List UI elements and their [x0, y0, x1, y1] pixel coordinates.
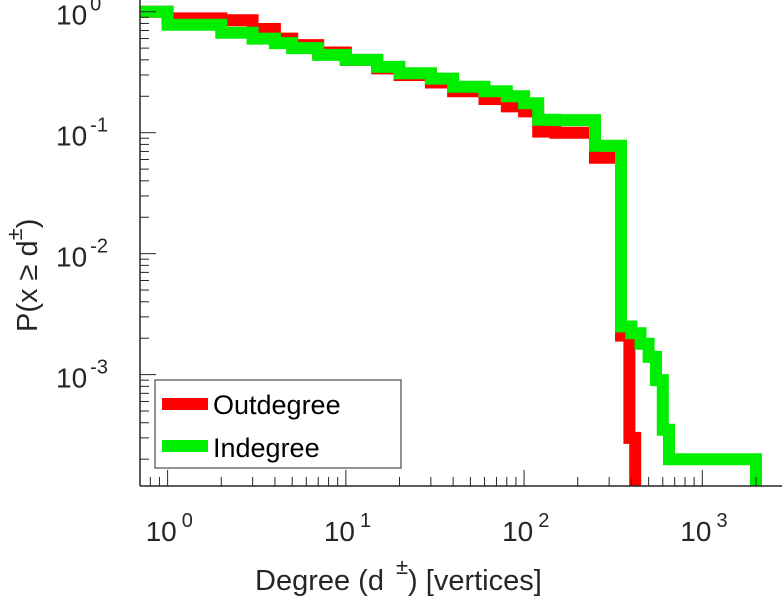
x-tick-exponent: 3	[716, 510, 727, 532]
y-axis-label-prefix: P(x ≥ d	[12, 240, 44, 332]
y-tick-label: 10 0	[56, 0, 101, 31]
series-layer	[140, 5, 762, 486]
y-tick-label: 10 -2	[56, 236, 108, 273]
legend-label-indegree: Indegree	[213, 433, 320, 463]
x-tick-exponent: 0	[182, 510, 193, 532]
x-tick-base: 10	[146, 516, 177, 547]
y-tick-label: 10 -1	[56, 115, 108, 152]
y-axis-label-suffix: )	[12, 219, 44, 229]
y-tick-exponent: -2	[90, 236, 108, 258]
y-tick-exponent: -3	[90, 357, 108, 379]
y-axis-label-sup: ±	[2, 228, 27, 240]
x-axis-label-prefix: Degree (d	[255, 565, 384, 597]
legend-label-outdegree: Outdegree	[213, 390, 341, 420]
x-axis-label-sup: ±	[396, 554, 408, 579]
y-tick-base: 10	[56, 121, 87, 152]
y-tick-exponent: 0	[90, 0, 101, 16]
x-tick-labels: 10 0 10 1 10 2 10 3	[146, 510, 728, 547]
x-tick-base: 10	[502, 516, 533, 547]
legend: Outdegree Indegree	[154, 379, 402, 469]
x-tick-exponent: 2	[538, 510, 549, 532]
x-tick-label: 10 1	[324, 510, 371, 547]
x-tick-base: 10	[680, 516, 711, 547]
x-tick-label: 10 2	[502, 510, 549, 547]
y-tick-base: 10	[56, 0, 87, 31]
x-axis-label: Degree (d ±) [vertices]	[255, 554, 542, 597]
y-tick-base: 10	[56, 242, 87, 273]
x-tick-label: 10 3	[680, 510, 727, 547]
series-line-indegree	[140, 5, 762, 486]
x-axis-label-suffix: ) [vertices]	[408, 565, 542, 597]
legend-box	[154, 379, 402, 469]
y-tick-base: 10	[56, 363, 87, 394]
y-tick-label: 10 -3	[56, 357, 108, 394]
x-tick-exponent: 1	[360, 510, 371, 532]
y-axis-label: P(x ≥ d±)	[2, 219, 44, 332]
y-tick-exponent: -1	[90, 115, 108, 137]
x-tick-base: 10	[324, 516, 355, 547]
x-tick-label: 10 0	[146, 510, 193, 547]
